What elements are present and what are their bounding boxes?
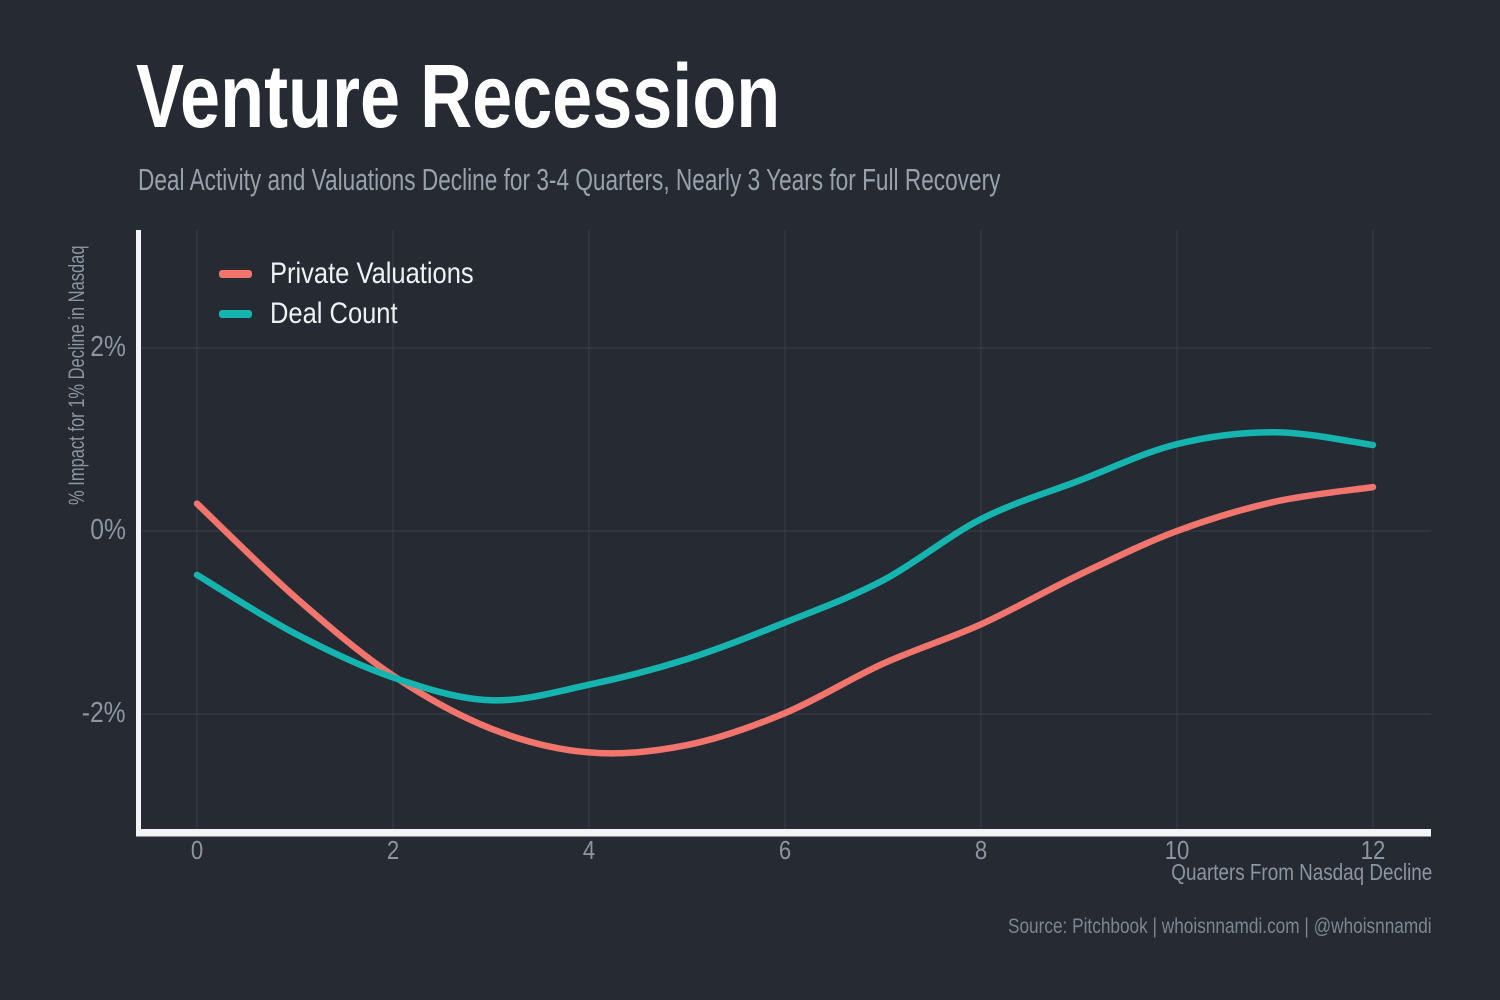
x-tick-label: 0: [190, 835, 204, 865]
x-tick-label: 10: [1164, 835, 1190, 865]
y-tick-label: -2%: [82, 697, 126, 729]
y-axis-line: [136, 230, 141, 837]
deal-count-swatch: [219, 310, 252, 318]
x-tick-label: 2: [386, 835, 400, 865]
deal-count-line: [193, 428, 1377, 704]
x-tick-label: 4: [582, 835, 596, 865]
y-tick-label: 0%: [90, 514, 126, 546]
source-credit: Source: Pitchbook | whoisnnamdi.com | @w…: [1008, 915, 1432, 938]
chart-subtitle: Deal Activity and Valuations Decline for…: [138, 162, 1001, 197]
x-tick-label: 6: [778, 835, 792, 865]
x-tick-label: 8: [974, 835, 988, 865]
legend-label: Private Valuations: [270, 257, 474, 290]
private-valuations-line: [193, 483, 1377, 757]
chart-title: Venture Recession: [136, 47, 781, 147]
y-tick-label: 2%: [90, 331, 126, 363]
legend-label: Deal Count: [270, 297, 398, 330]
x-axis-line: [136, 829, 1431, 837]
y-axis-title: % Impact for 1% Decline in Nasdaq: [64, 245, 89, 505]
x-axis-title: Quarters From Nasdaq Decline: [1170, 859, 1432, 885]
private-valuations-swatch: [219, 270, 252, 278]
x-tick-label: 12: [1360, 835, 1386, 865]
